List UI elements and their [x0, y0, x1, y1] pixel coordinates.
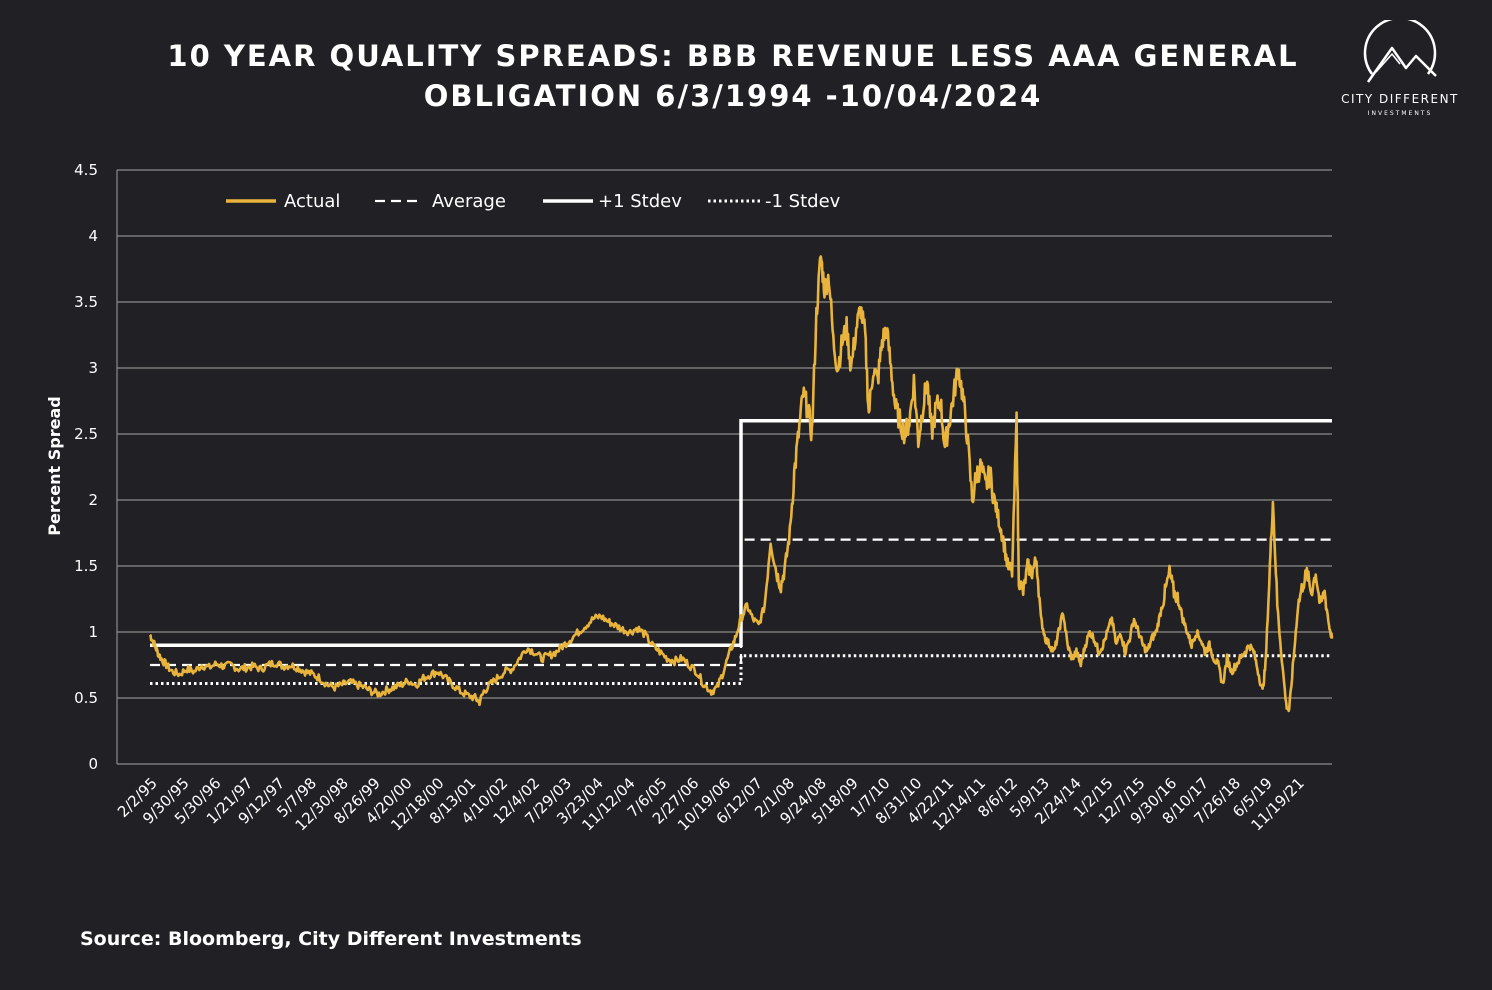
logo-subtitle: INVESTMENTS [1367, 110, 1433, 117]
y-tick-label: 1.5 [74, 557, 98, 575]
grid-lines [116, 169, 1332, 765]
y-tick-label: 4 [88, 227, 98, 245]
legend-item: -1 Stdev [708, 191, 841, 212]
legend-label: +1 Stdev [598, 191, 682, 212]
y-tick-label: 4.5 [74, 161, 98, 179]
logo-name: CITY DIFFERENT [1341, 92, 1459, 106]
y-tick-label: 3.5 [74, 293, 98, 311]
band-average [150, 538, 1332, 667]
y-tick-label: 2.5 [74, 425, 98, 443]
legend: Actual Average +1 Stdev -1 Stdev [226, 191, 841, 212]
x-axis-ticks: 2/2/959/30/955/30/961/21/979/12/975/7/98… [114, 774, 1308, 834]
title-line-2: OBLIGATION 6/3/1994 -10/04/2024 [423, 79, 1043, 113]
source-note: Source: Bloomberg, City Different Invest… [80, 928, 582, 950]
legend-label: -1 Stdev [765, 191, 841, 212]
band-1-stdev [150, 654, 1332, 685]
y-tick-label: 2 [88, 491, 98, 509]
band-1-stdev [150, 419, 1332, 647]
legend-label: Actual [284, 191, 340, 212]
y-tick-label: 0.5 [74, 689, 98, 707]
actual-series [148, 255, 1334, 713]
y-tick-label: 3 [88, 359, 98, 377]
band-lines [150, 419, 1332, 685]
series-actual-line [148, 255, 1334, 713]
y-tick-label: 0 [88, 755, 98, 773]
legend-item: Average [375, 191, 506, 212]
chart-title: 10 YEAR QUALITY SPREADS: BBB REVENUE LES… [0, 36, 1466, 116]
legend-item: +1 Stdev [543, 191, 682, 212]
y-axis-ticks: 0 0.5 1 1.5 2 2.5 3 3.5 4 4.5 [74, 161, 98, 773]
y-tick-label: 1 [88, 623, 98, 641]
legend-item: Actual [226, 191, 340, 212]
y-axis-label: Percent Spread [45, 396, 64, 535]
title-line-1: 10 YEAR QUALITY SPREADS: BBB REVENUE LES… [167, 39, 1299, 73]
legend-label: Average [432, 191, 506, 212]
